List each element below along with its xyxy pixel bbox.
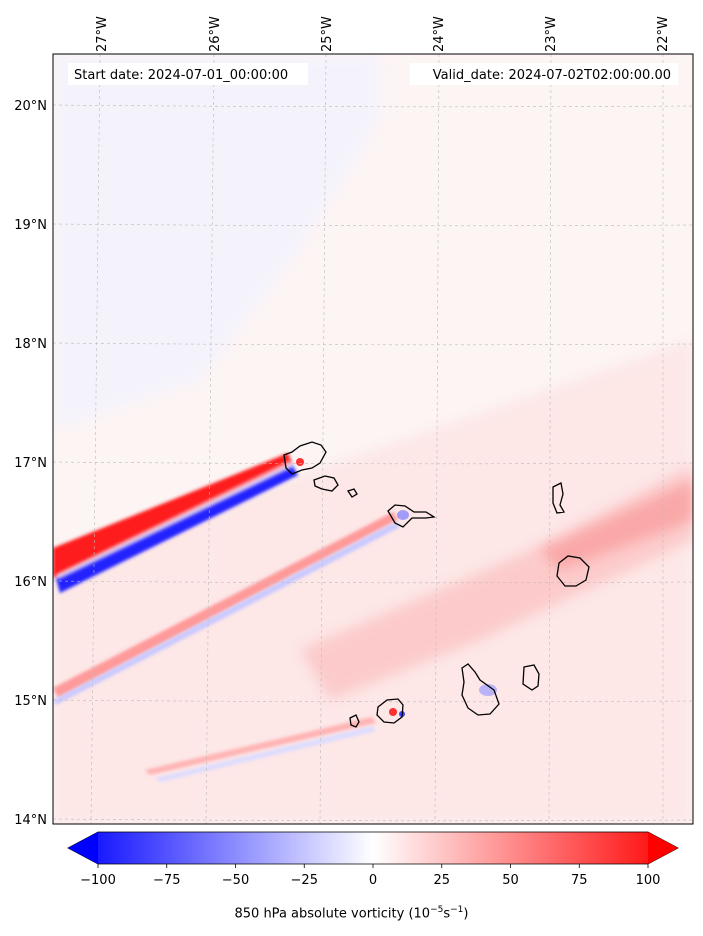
island-sao-vicente [313, 475, 339, 492]
island-vorticity-spot [397, 510, 409, 520]
colorbar-title-suffix: ) [463, 906, 469, 922]
colorbar-tick-label: 25 [433, 873, 450, 888]
lat-label-14n: 14°N [14, 813, 47, 828]
island-sao-nicolau [387, 504, 436, 528]
meridian-line [205, 54, 215, 824]
parallel-line [53, 818, 693, 822]
wake-transition-santo-antao [56, 460, 294, 580]
plot-frame [52, 53, 694, 825]
start-date-label: Start date: 2024-07-01_00:00:00 [74, 68, 288, 83]
colorbar-bar [67, 831, 679, 865]
island-santo-antao [283, 441, 327, 475]
colorbar-tick-label: 100 [636, 873, 661, 888]
colorbar-tick-label: −75 [153, 873, 180, 888]
longitude-labels: 27°W 26°W 25°W 24°W 23°W 22°W [95, 16, 671, 52]
wake-negative-sao-nicolau [53, 522, 400, 705]
colorbar-tick-label: −50 [222, 873, 249, 888]
island-vorticity-spot [389, 708, 397, 716]
lat-label-17n: 17°N [14, 456, 47, 471]
colorbar-low-extension [68, 832, 98, 864]
weak-negative-region [53, 54, 380, 430]
wake-negative-santo-antao [56, 465, 298, 593]
lon-label-26w: 26°W [208, 16, 223, 52]
lon-label-24w: 24°W [432, 16, 447, 52]
broad-positive-region [53, 340, 693, 824]
island-santiago [461, 663, 500, 716]
island-vorticity-spot [296, 458, 304, 466]
parallel-line [53, 580, 693, 584]
parallel-line [53, 104, 693, 108]
parallel-line [53, 699, 693, 703]
start-date-box [68, 63, 308, 85]
colorbar-title: 850 hPa absolute vorticity (10−5s−1) [0, 905, 703, 921]
island-sal [552, 482, 566, 514]
colorbar-tick-label: 0 [369, 873, 377, 888]
colorbar-title-unit: s [443, 906, 451, 922]
colorbar-high-extension [648, 832, 678, 864]
eastern-core-band [540, 480, 693, 570]
colorbar-tick-label: 50 [502, 873, 519, 888]
wake-positive-sao-nicolau [53, 512, 398, 698]
meridian-line [319, 54, 327, 824]
eastern-positive-band [300, 465, 693, 700]
lon-label-25w: 25°W [320, 16, 335, 52]
meridian-line [548, 54, 552, 824]
island-brava [349, 714, 360, 728]
lat-label-18n: 18°N [14, 337, 47, 352]
colorbar-title-exponent: −1 [450, 905, 464, 915]
meridian-line [434, 54, 440, 824]
meridian-line [90, 54, 101, 824]
latitude-labels: 20°N 19°N 18°N 17°N 16°N 15°N 14°N [14, 99, 47, 828]
lat-label-20n: 20°N [14, 99, 47, 114]
parallel-line [53, 223, 693, 227]
lon-label-27w: 27°W [95, 16, 110, 52]
lon-label-22w: 22°W [656, 16, 671, 52]
valid-date-box [410, 63, 678, 85]
colorbar-tick-label: −25 [291, 873, 318, 888]
colorbar: −100 −75 −50 −25 0 25 50 75 100 [67, 831, 679, 888]
lon-label-23w: 23°W [544, 16, 559, 52]
lat-label-19n: 19°N [14, 218, 47, 233]
colorbar-tick-label: −100 [80, 873, 116, 888]
island-boa-vista [556, 555, 590, 587]
gridlines [53, 54, 693, 824]
coastlines [283, 441, 590, 728]
parallel-line [53, 461, 693, 465]
island-fogo [376, 698, 404, 724]
valid-date-label: Valid_date: 2024-07-02T02:00:00.00 [433, 68, 671, 83]
island-maio [522, 664, 540, 691]
colorbar-tick-label: 75 [571, 873, 588, 888]
colorbar-title-prefix: 850 hPa absolute vorticity (10 [234, 906, 431, 922]
island-vorticity-spot [479, 684, 497, 696]
island-santa-luzia [346, 488, 358, 498]
colorbar-ticks [97, 864, 649, 868]
colorbar-title-exponent: −5 [430, 905, 444, 915]
parallel-line [53, 342, 693, 346]
wake-positive-fogo [145, 717, 376, 775]
lat-label-15n: 15°N [14, 694, 47, 709]
lat-label-16n: 16°N [14, 575, 47, 590]
